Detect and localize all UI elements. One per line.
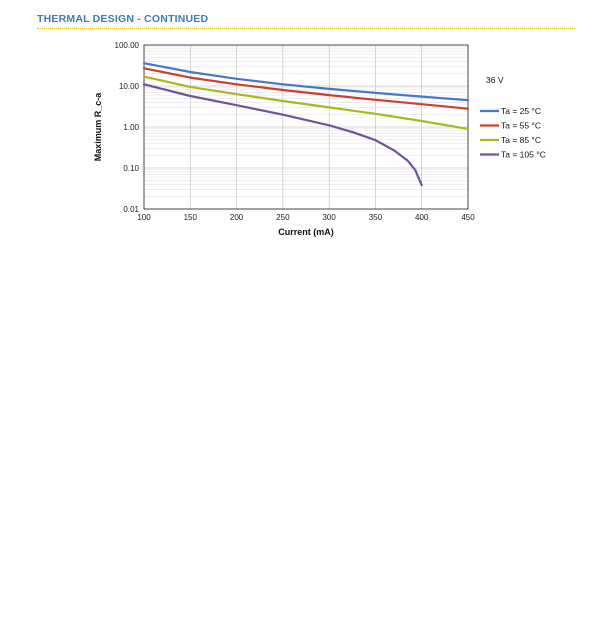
legend-label: Ta = 105 °C <box>501 150 546 160</box>
dotted-divider <box>37 28 575 29</box>
legend-label: Ta = 25 °C <box>501 106 541 116</box>
series-line-4 <box>142 83 423 187</box>
section-header: THERMAL DESIGN - CONTINUED <box>37 13 575 29</box>
x-axis-title: Current (mA) <box>278 227 334 237</box>
x-tick-label: 100 <box>137 213 151 222</box>
section-title: THERMAL DESIGN - CONTINUED <box>37 13 209 25</box>
axis-ticks: 100 150 200 250 300 350 400 450 100.00 10.00 1.00 0… <box>115 41 476 222</box>
plot-area <box>143 44 469 210</box>
y-axis-title: Maximum R_c-a <box>93 92 103 162</box>
x-tick-label: 200 <box>230 213 244 222</box>
x-tick-label: 250 <box>276 213 290 222</box>
x-tick-label: 350 <box>369 213 383 222</box>
x-tick-label: 400 <box>415 213 429 222</box>
legend-label: Ta = 55 °C <box>501 121 541 131</box>
series-line-2 <box>142 67 470 110</box>
x-tick-label: 450 <box>461 213 475 222</box>
voltage-annotation: 36 V <box>486 75 504 85</box>
y-tick-label: 0.01 <box>123 205 139 214</box>
series-line-1 <box>142 62 470 102</box>
series-line-3 <box>142 75 470 130</box>
x-tick-label: 300 <box>322 213 336 222</box>
y-tick-label: 1.00 <box>123 123 139 132</box>
y-tick-label: 10.00 <box>119 82 140 91</box>
y-tick-label: 0.10 <box>123 164 139 173</box>
y-tick-label: 100.00 <box>115 41 140 50</box>
chart-legend: Ta = 25 °C Ta = 55 °C Ta = 85 °C Ta = 105 °… <box>480 106 546 160</box>
x-tick-label: 150 <box>184 213 198 222</box>
chart-grid <box>143 45 469 210</box>
series-lines <box>142 62 470 187</box>
legend-label: Ta = 85 °C <box>501 135 541 145</box>
